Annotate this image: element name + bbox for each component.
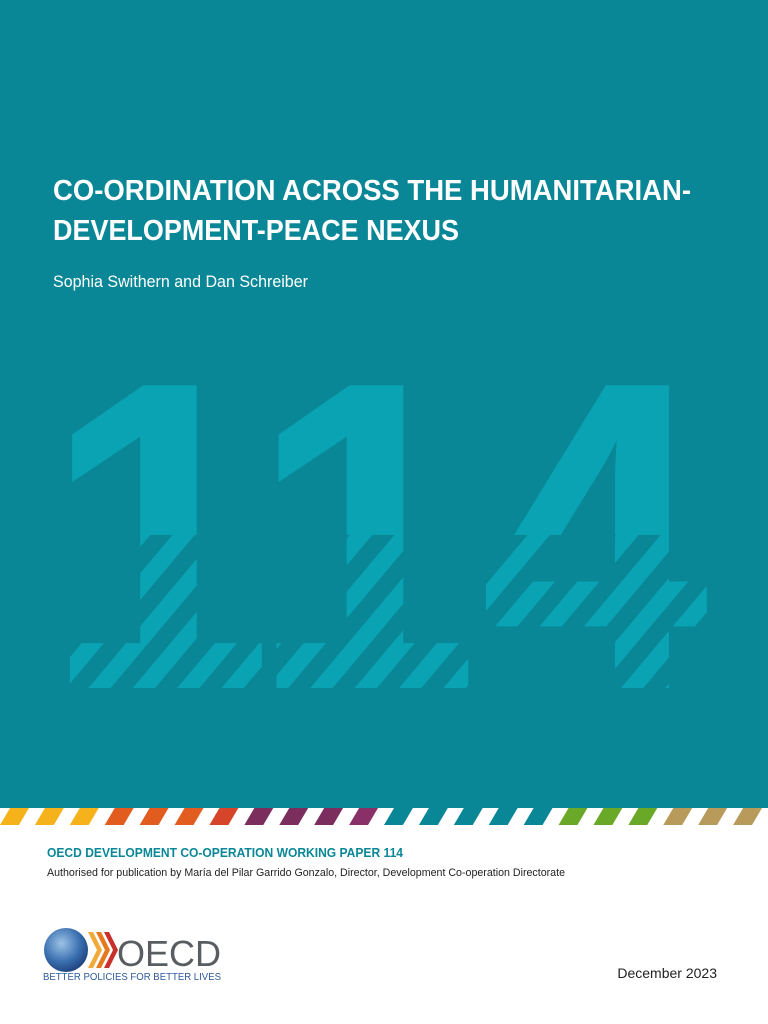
cover-background <box>0 0 768 808</box>
stripe-band <box>0 808 762 825</box>
stripe <box>139 808 169 825</box>
logo-globe <box>44 928 88 972</box>
stripe <box>34 808 64 825</box>
logo-chevron <box>96 932 110 968</box>
stripe <box>0 808 29 825</box>
oecd-logo: OECD BETTER POLICIES FOR BETTER LIVES <box>43 928 221 983</box>
series-title: OECD DEVELOPMENT CO-OPERATION WORKING PA… <box>47 845 404 860</box>
title-line: DEVELOPMENT-PEACE NEXUS <box>53 215 459 247</box>
authors: Sophia Swithern and Dan Schreiber <box>53 272 308 291</box>
stripe <box>279 808 309 825</box>
stripe <box>558 808 588 825</box>
authorisation: Authorised for publication by María del … <box>47 867 565 879</box>
stripe <box>104 808 134 825</box>
stripe <box>628 808 658 825</box>
stripe <box>418 808 448 825</box>
stripe <box>698 808 728 825</box>
stripe <box>453 808 483 825</box>
logo-tagline: BETTER POLICIES FOR BETTER LIVES <box>43 972 221 983</box>
stripe <box>488 808 518 825</box>
stripe <box>663 808 693 825</box>
date: December 2023 <box>617 965 717 981</box>
stripe <box>349 808 378 825</box>
stripe <box>174 808 204 825</box>
logo-chevron <box>104 932 118 968</box>
stripe <box>384 808 413 825</box>
number-hatched: 114 <box>44 291 712 782</box>
stripe <box>69 808 99 825</box>
stripe <box>314 808 344 825</box>
logo-text: OECD <box>117 933 221 974</box>
paper-number: 114 114 <box>44 291 712 782</box>
logo-chevron <box>88 932 102 968</box>
stripe <box>523 808 553 825</box>
stripe <box>593 808 623 825</box>
title-line: CO-ORDINATION ACROSS THE HUMANITARIAN- <box>53 175 691 207</box>
stripe <box>733 808 762 825</box>
number-solid: 114 <box>44 291 712 782</box>
stripe <box>244 808 274 825</box>
stripe <box>209 808 239 825</box>
